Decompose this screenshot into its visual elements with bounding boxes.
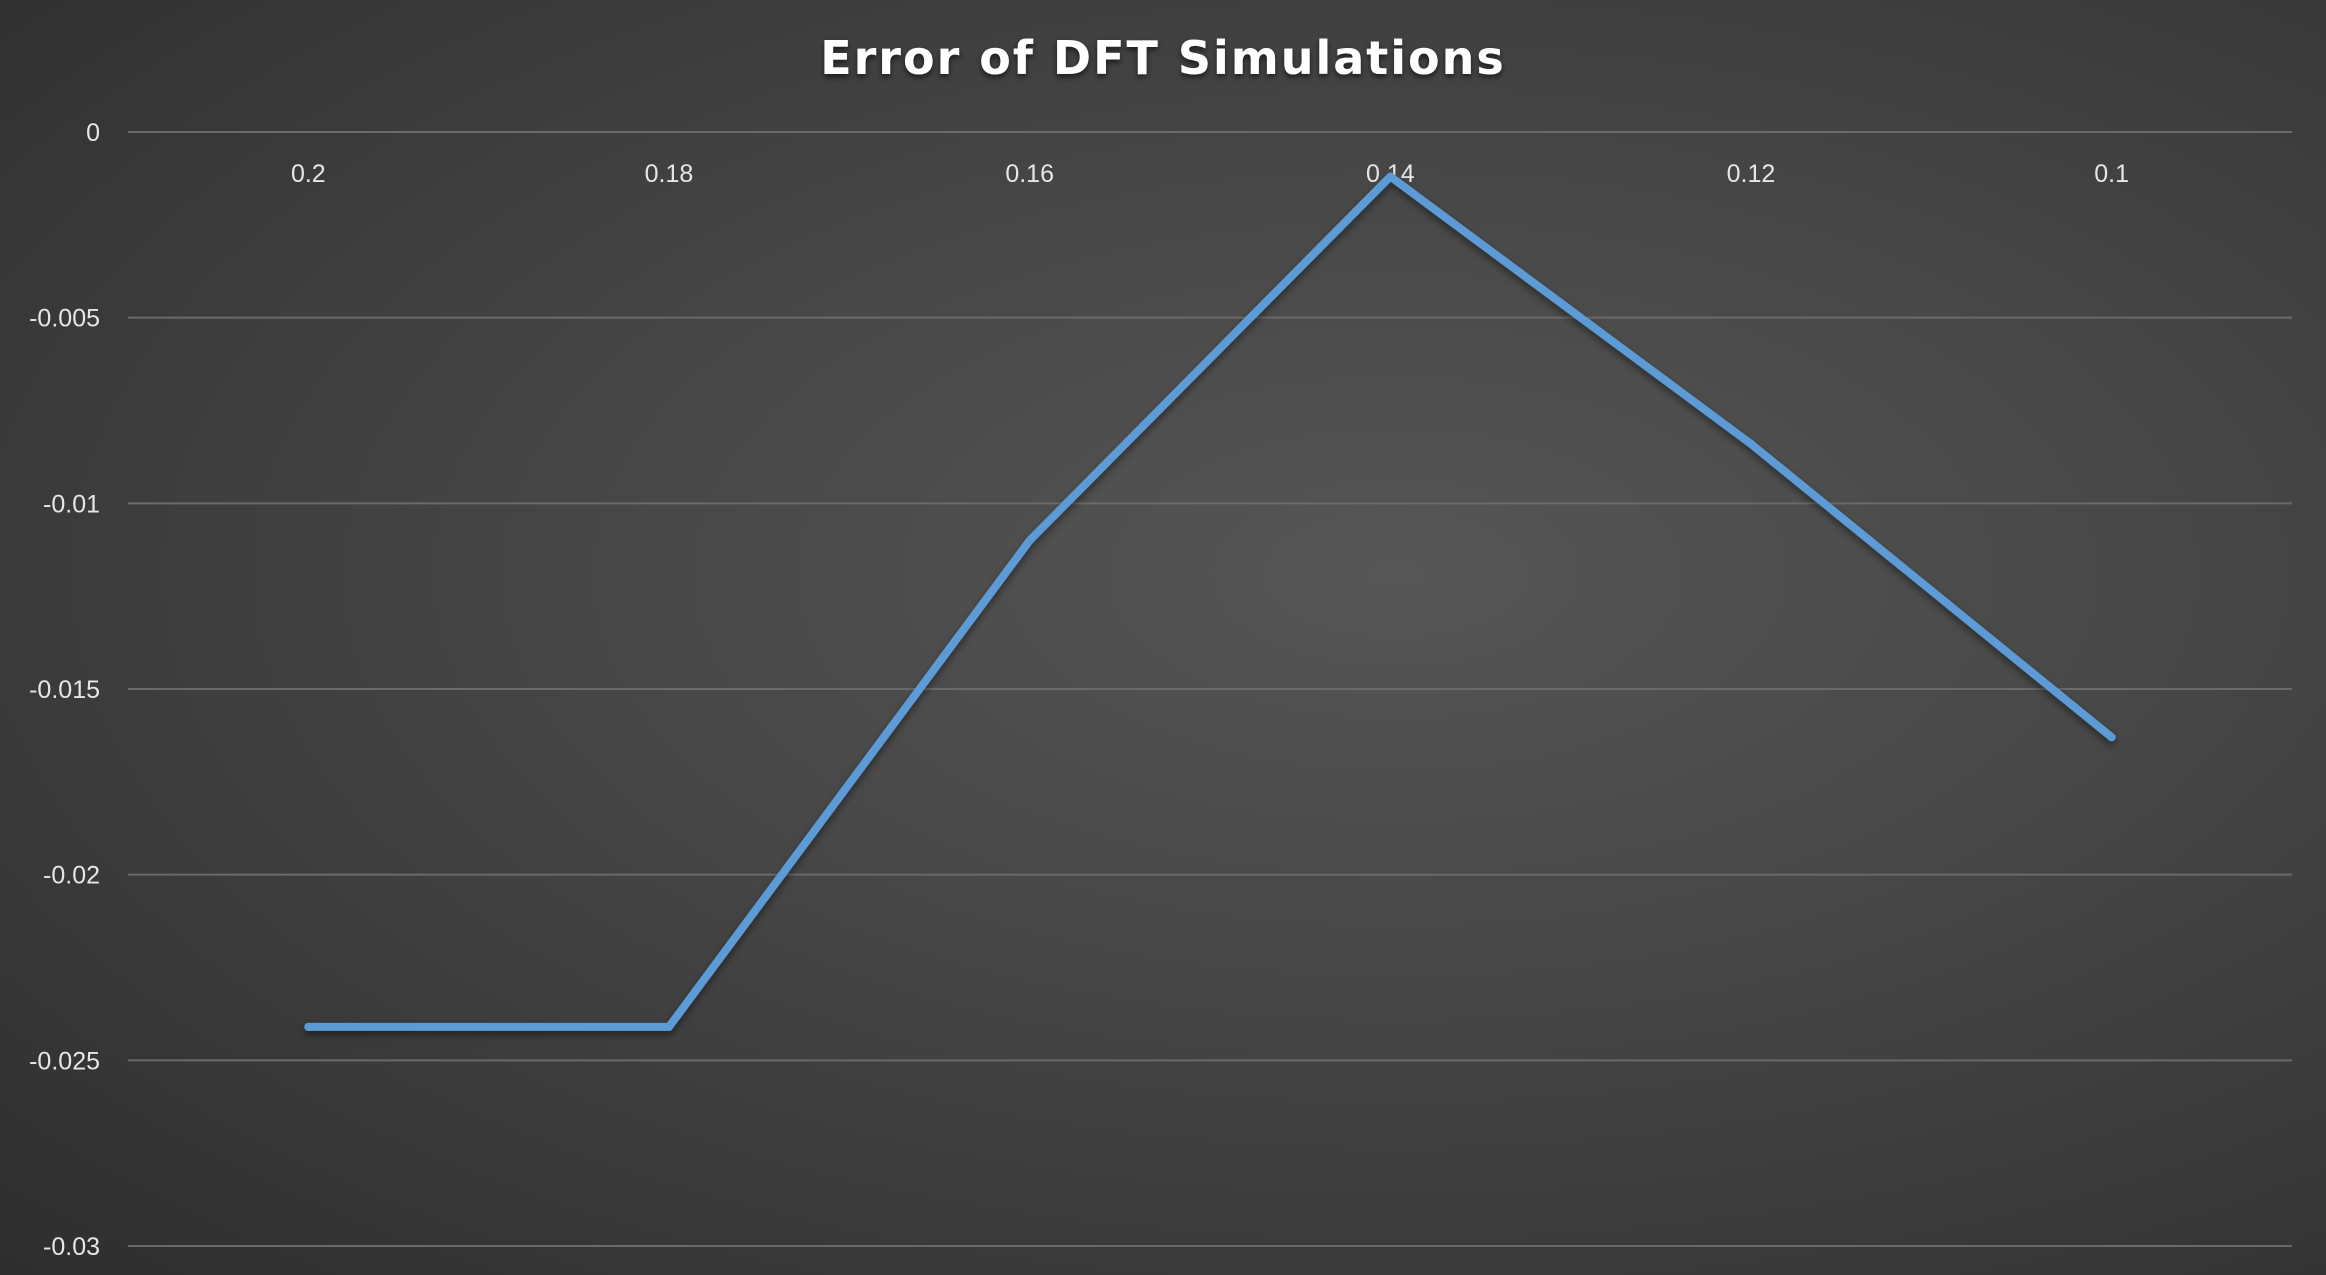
data-point	[1386, 172, 1395, 181]
x-tick-label: 0.16	[1005, 160, 1054, 188]
y-tick-label: -0.005	[29, 305, 100, 333]
data-point	[304, 1022, 313, 1031]
chart-title: Error of DFT Simulations	[820, 31, 1506, 85]
x-tick-label: 0.2	[291, 160, 326, 188]
series-line	[304, 172, 2116, 1031]
y-tick-label: -0.03	[43, 1233, 100, 1261]
data-point	[1747, 439, 1755, 448]
y-tick-label: -0.015	[29, 676, 100, 704]
x-tick-label: 0.18	[645, 160, 694, 188]
x-tick-label: 0.12	[1727, 160, 1776, 188]
y-tick-label: -0.02	[43, 862, 100, 890]
y-tick-label: -0.025	[29, 1047, 100, 1075]
series-layer	[304, 172, 2116, 1031]
gridlines	[128, 131, 2292, 1247]
y-axis-tick-labels: 0 -0.005 -0.01 -0.015 -0.02 -0.025 -0.03	[29, 119, 100, 1261]
data-point	[665, 1022, 673, 1031]
data-point	[1025, 536, 1034, 545]
x-axis-tick-labels: 0.20.180.160.140.120.1	[291, 160, 2129, 188]
x-tick-label: 0.1	[2094, 160, 2129, 188]
y-tick-label: -0.01	[43, 490, 100, 518]
y-tick-label: 0	[86, 119, 100, 147]
data-point	[2107, 733, 2116, 742]
